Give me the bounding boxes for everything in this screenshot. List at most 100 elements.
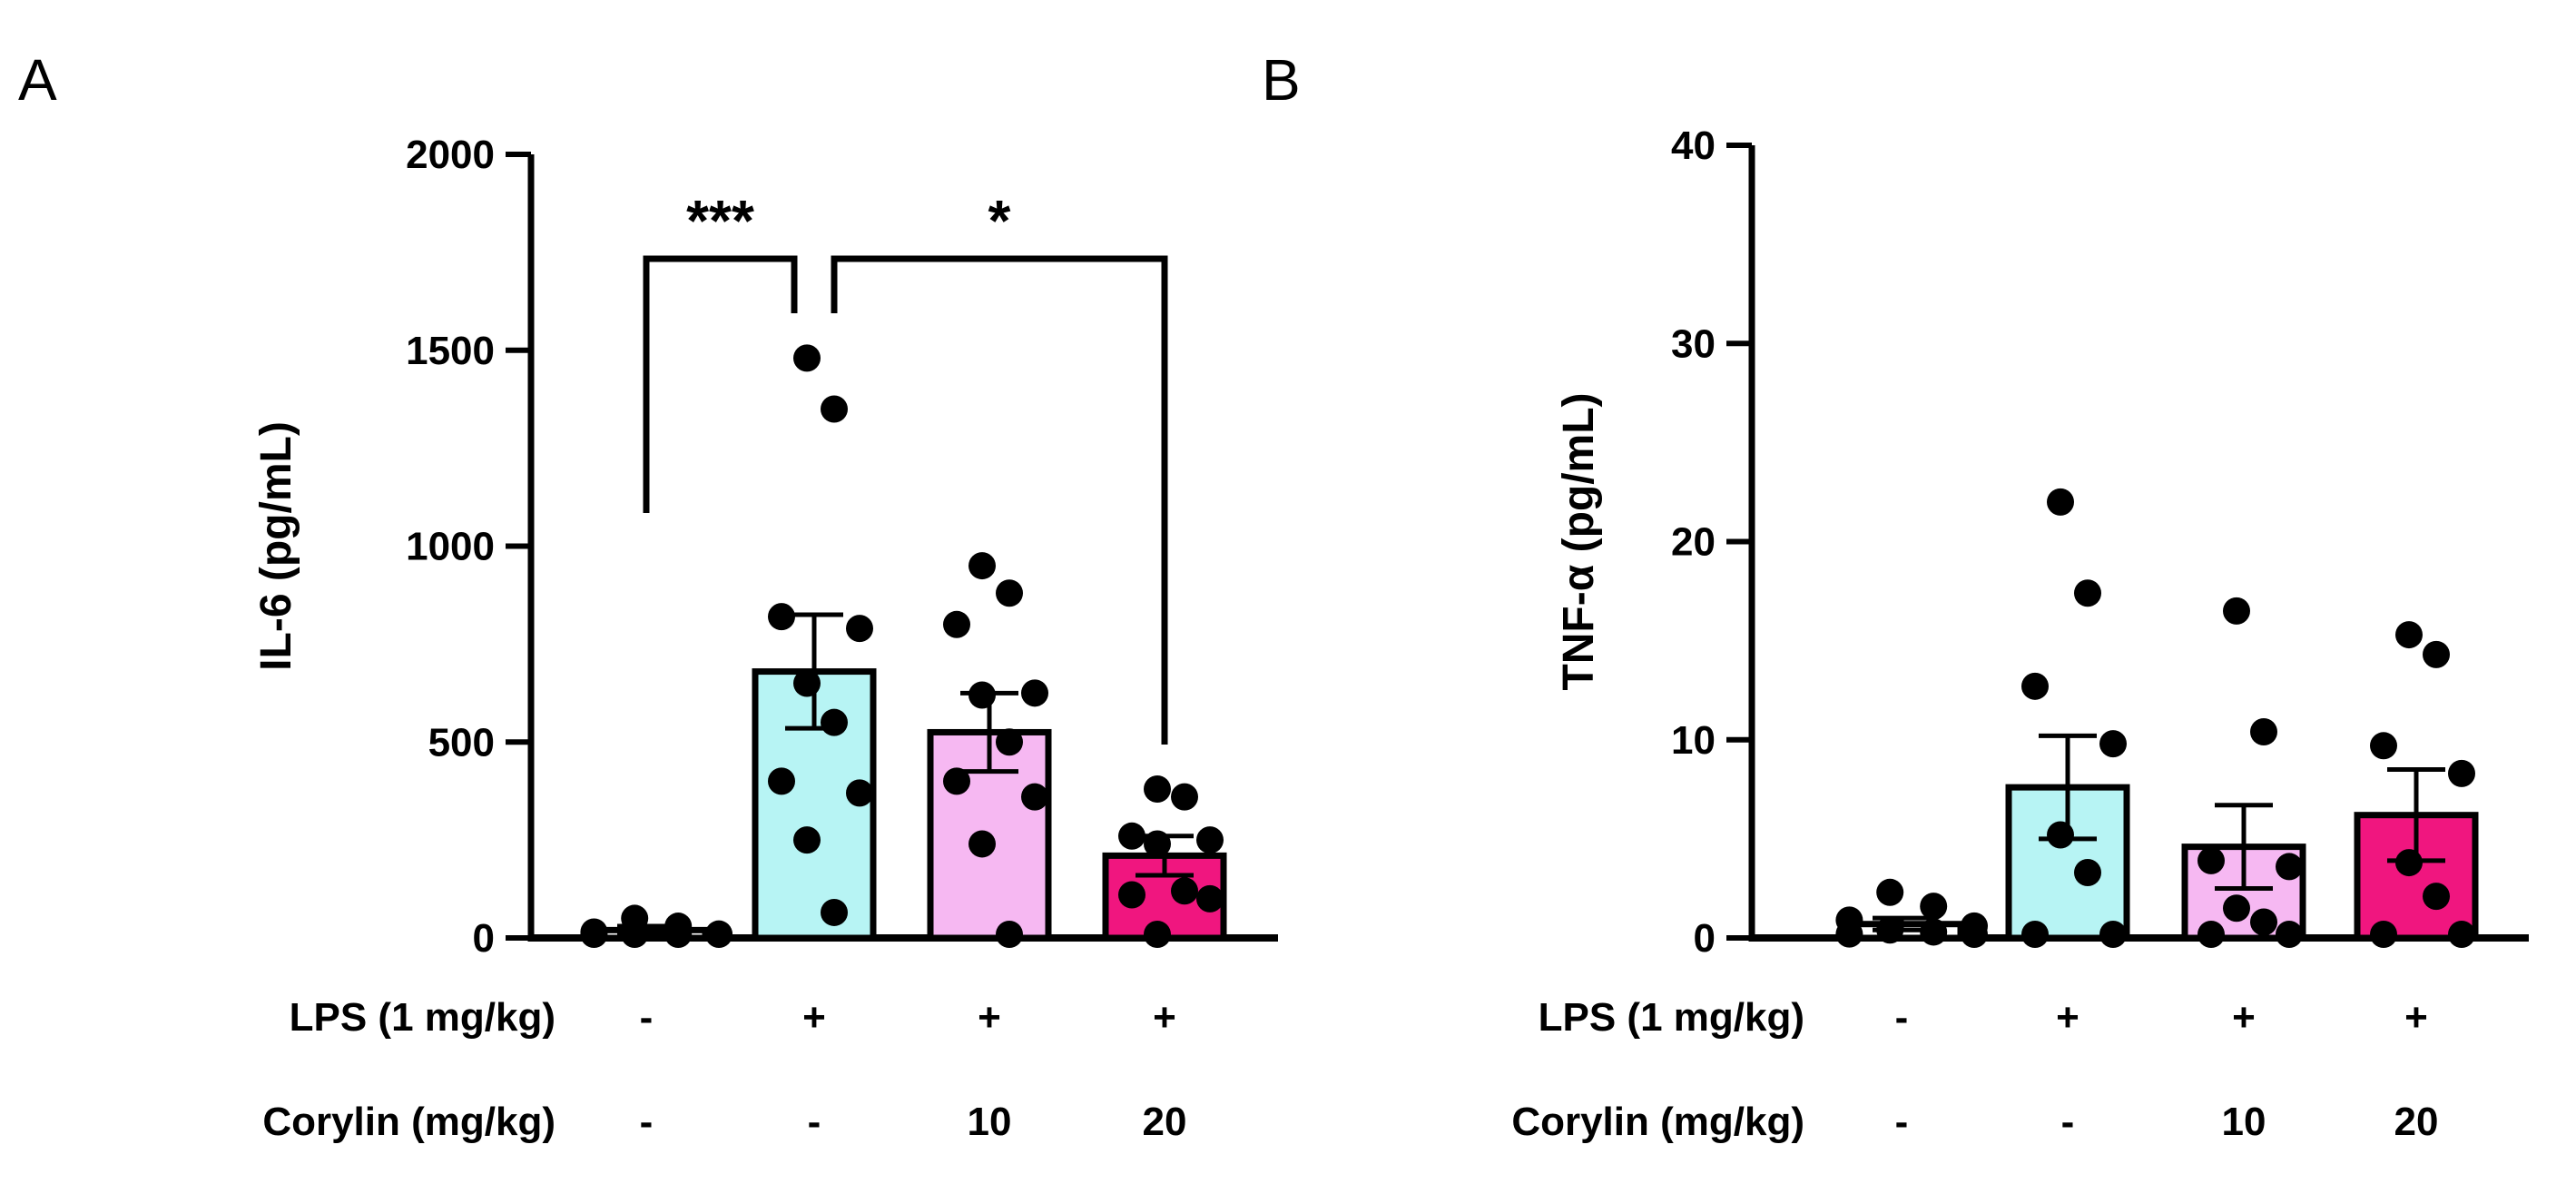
y-tick-label: 20	[1671, 520, 1716, 565]
y-tick-label: 0	[473, 916, 495, 961]
data-point	[2448, 759, 2475, 787]
data-point	[2370, 921, 2397, 948]
data-point	[2223, 894, 2250, 923]
data-point	[1171, 877, 1198, 905]
treatment-row-label: LPS (1 mg/kg)	[1539, 995, 1804, 1040]
treatment-value: -	[2061, 1100, 2075, 1144]
treatment-row-label: Corylin (mg/kg)	[1511, 1100, 1804, 1144]
panel-letter: B	[1262, 47, 1301, 113]
treatment-value: -	[640, 995, 654, 1040]
data-point	[996, 579, 1023, 607]
data-point	[621, 921, 649, 948]
treatment-value: +	[1153, 995, 1176, 1040]
data-point	[1835, 920, 1863, 948]
data-point	[2223, 597, 2250, 625]
data-point	[821, 395, 848, 423]
data-point	[2250, 908, 2277, 936]
data-point	[1920, 918, 1948, 946]
panel-letter: A	[18, 47, 57, 113]
data-point	[821, 898, 848, 926]
data-point	[1144, 921, 1171, 948]
treatment-value: +	[802, 995, 826, 1040]
data-point	[2370, 732, 2397, 760]
data-point	[2074, 579, 2101, 607]
data-point	[968, 830, 996, 858]
treatment-value: 10	[968, 1100, 1012, 1144]
data-point	[2423, 883, 2450, 911]
data-point	[943, 767, 970, 795]
data-point	[1876, 878, 1904, 906]
data-point	[664, 921, 693, 948]
treatment-value: 20	[1143, 1100, 1187, 1144]
data-point	[2395, 849, 2423, 877]
panel-b: B 0 10 20 30 40 TNF-α (pg/mL) LPS (1 mg/kg) - + + +…	[1262, 47, 2529, 1144]
data-point	[2276, 853, 2303, 881]
data-point	[968, 552, 996, 580]
treatment-value: +	[2404, 995, 2428, 1040]
data-point	[768, 603, 795, 631]
data-point	[1196, 826, 1224, 854]
data-point	[793, 826, 821, 854]
data-point	[1021, 679, 1048, 707]
treatment-value: -	[808, 1100, 821, 1144]
data-point	[996, 921, 1023, 948]
data-point	[705, 921, 732, 948]
significance-label: ***	[686, 188, 754, 253]
data-point	[2099, 730, 2127, 758]
data-point	[1920, 893, 1948, 921]
data-point	[2423, 640, 2450, 668]
y-tick-label: 500	[428, 720, 495, 765]
treatment-value: -	[640, 1100, 654, 1144]
data-point	[2021, 921, 2049, 948]
data-point	[2047, 488, 2074, 516]
treatment-value: +	[2232, 995, 2256, 1040]
treatment-row-label: LPS (1 mg/kg)	[290, 995, 556, 1040]
data-point	[846, 779, 873, 807]
data-point	[1171, 783, 1198, 811]
data-point	[1144, 775, 1171, 804]
treatment-value: -	[1895, 1100, 1909, 1144]
data-point	[1196, 884, 1224, 913]
y-tick-label: 40	[1671, 123, 1716, 168]
data-point	[580, 921, 608, 948]
y-tick-label: 2000	[406, 133, 495, 177]
y-tick-label: 30	[1671, 321, 1716, 366]
y-axis-title: TNF-α (pg/mL)	[1555, 392, 1603, 690]
significance-bracket	[831, 255, 1168, 745]
y-tick-label: 1500	[406, 329, 495, 373]
data-point	[2021, 672, 2049, 700]
treatment-value: 10	[2222, 1100, 2266, 1144]
treatment-value: 20	[2394, 1100, 2439, 1144]
data-point	[1021, 783, 1048, 811]
data-point	[1144, 830, 1171, 858]
data-point	[943, 610, 970, 638]
y-tick-label: 10	[1671, 718, 1716, 763]
data-point	[996, 728, 1023, 756]
data-point	[968, 681, 996, 709]
data-point	[846, 615, 873, 643]
data-point	[2448, 921, 2475, 948]
data-point	[793, 344, 821, 372]
data-point	[1876, 916, 1904, 944]
data-point	[2197, 846, 2225, 874]
data-point	[821, 708, 848, 736]
data-point	[1118, 822, 1145, 850]
data-point	[2047, 821, 2074, 849]
data-point	[2395, 621, 2423, 649]
data-point	[2099, 921, 2127, 948]
data-point	[793, 669, 821, 697]
treatment-value: +	[2056, 995, 2079, 1040]
data-point	[1961, 921, 1988, 948]
treatment-row-label: Corylin (mg/kg)	[262, 1100, 556, 1144]
y-axis-title: IL-6 (pg/mL)	[252, 421, 300, 671]
significance-bracket	[643, 255, 798, 513]
data-point	[2250, 718, 2277, 746]
treatment-value: -	[1895, 995, 1909, 1040]
data-point	[2276, 921, 2303, 948]
treatment-value: +	[978, 995, 1001, 1040]
data-point	[2074, 858, 2101, 886]
data-point	[1118, 881, 1145, 909]
significance-label: *	[988, 188, 1011, 253]
